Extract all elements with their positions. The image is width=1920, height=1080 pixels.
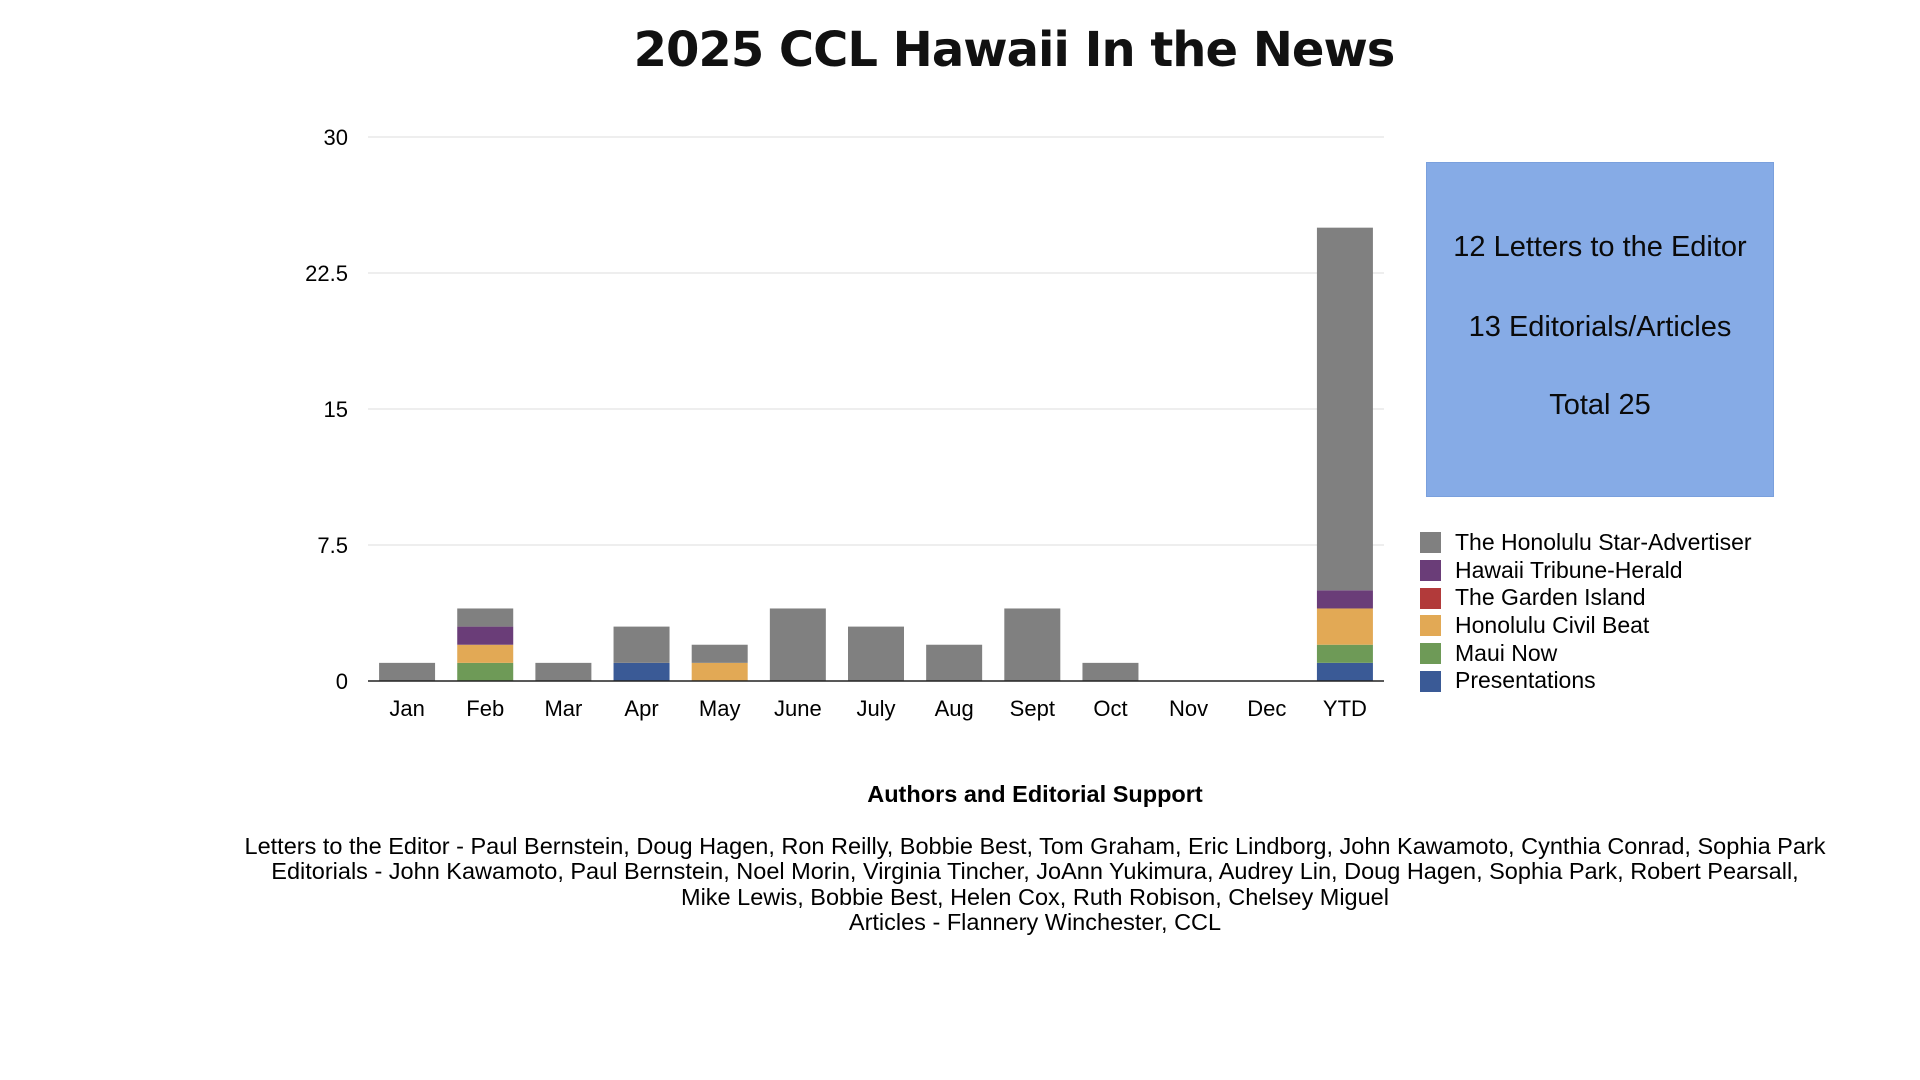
legend-swatch: [1420, 587, 1441, 609]
bar-segment-oct-the-honolulu-star-advertiser: [1082, 662, 1139, 681]
x-tick-label: Sept: [1010, 696, 1055, 721]
legend-item: Maui Now: [1420, 640, 1752, 668]
legend-swatch: [1420, 643, 1441, 665]
bar-segment-june-the-honolulu-star-advertiser: [769, 608, 826, 681]
credits-line-editorials-cont: Mike Lewis, Bobbie Best, Helen Cox, Ruth…: [681, 883, 1389, 910]
bar-segment-ytd-presentations: [1316, 662, 1373, 681]
bar-segment-feb-the-honolulu-star-advertiser: [457, 608, 514, 627]
bar-segment-apr-presentations: [613, 662, 670, 681]
x-tick-label: Feb: [466, 696, 504, 721]
y-tick-label: 0: [336, 669, 348, 694]
x-tick-label: June: [774, 696, 822, 721]
legend-item: The Garden Island: [1420, 584, 1752, 612]
bar-segment-may-the-honolulu-star-advertiser: [691, 644, 748, 663]
legend-swatch: [1420, 532, 1441, 554]
bar-segment-ytd-the-honolulu-star-advertiser: [1316, 227, 1373, 591]
x-tick-label: July: [856, 696, 895, 721]
bar-segment-may-honolulu-civil-beat: [691, 662, 748, 681]
bar-segment-july-the-honolulu-star-advertiser: [848, 626, 904, 681]
legend-item: Presentations: [1420, 667, 1752, 695]
x-tick-label: Mar: [544, 696, 582, 721]
summary-total: Total 25: [1549, 389, 1651, 421]
summary-box: 12 Letters to the Editor 13 Editorials/A…: [1426, 162, 1774, 497]
legend-item: The Honolulu Star-Advertiser: [1420, 529, 1752, 557]
x-tick-label: Nov: [1169, 696, 1208, 721]
y-tick-label: 7.5: [317, 533, 348, 558]
bar-segment-sept-the-honolulu-star-advertiser: [1004, 608, 1061, 681]
x-tick-label: Jan: [389, 696, 424, 721]
x-tick-label: Dec: [1247, 696, 1286, 721]
credits-line-editorials: Editorials - John Kawamoto, Paul Bernste…: [271, 858, 1799, 884]
bar-segment-jan-the-honolulu-star-advertiser: [379, 662, 436, 681]
legend-label: Hawaii Tribune-Herald: [1455, 556, 1683, 583]
credits-heading: Authors and Editorial Support: [867, 781, 1203, 807]
x-tick-label: Aug: [935, 696, 974, 721]
legend-swatch: [1420, 615, 1441, 637]
legend-label: The Honolulu Star-Advertiser: [1455, 529, 1752, 555]
bar-segment-feb-hawaii-tribune-herald: [457, 626, 514, 645]
legend-label: Maui Now: [1455, 639, 1558, 666]
x-tick-label: YTD: [1323, 696, 1367, 721]
chart-legend: The Honolulu Star-Advertiser Hawaii Tribu…: [1420, 529, 1752, 695]
credits-line-articles: Articles - Flannery Winchester, CCL: [848, 909, 1222, 935]
y-tick-label: 22.5: [305, 261, 348, 286]
legend-item: Hawaii Tribune-Herald: [1420, 557, 1752, 585]
x-tick-label: Oct: [1093, 696, 1127, 721]
y-tick-label: 30: [324, 125, 348, 150]
bar-segment-ytd-hawaii-tribune-herald: [1316, 590, 1373, 609]
legend-label: Honolulu Civil Beat: [1455, 612, 1650, 639]
bar-segment-ytd-honolulu-civil-beat: [1316, 608, 1373, 645]
summary-editorials: 13 Editorials/Articles: [1468, 311, 1732, 343]
legend-swatch: [1420, 560, 1441, 582]
credits-line-letters: Letters to the Editor - Paul Bernstein, …: [244, 832, 1826, 859]
bar-segment-ytd-maui-now: [1316, 644, 1373, 663]
legend-label: The Garden Island: [1455, 584, 1646, 611]
x-tick-label: Apr: [624, 696, 658, 721]
y-tick-label: 15: [324, 397, 348, 422]
legend-item: Honolulu Civil Beat: [1420, 612, 1752, 640]
legend-swatch: [1420, 670, 1441, 692]
credits-section: Authors and Editorial Support Letters to…: [0, 781, 1920, 936]
x-tick-label: May: [699, 696, 741, 721]
bar-segment-aug-the-honolulu-star-advertiser: [926, 644, 983, 681]
bar-segment-feb-maui-now: [457, 662, 514, 681]
bar-segment-feb-honolulu-civil-beat: [457, 644, 514, 663]
bar-segment-apr-the-honolulu-star-advertiser: [613, 626, 670, 663]
bar-segment-mar-the-honolulu-star-advertiser: [535, 662, 592, 681]
chart-title: 2025 CCL Hawaii In the News: [633, 22, 1396, 78]
legend-label: Presentations: [1455, 667, 1596, 694]
summary-letters: 12 Letters to the Editor: [1453, 231, 1747, 263]
